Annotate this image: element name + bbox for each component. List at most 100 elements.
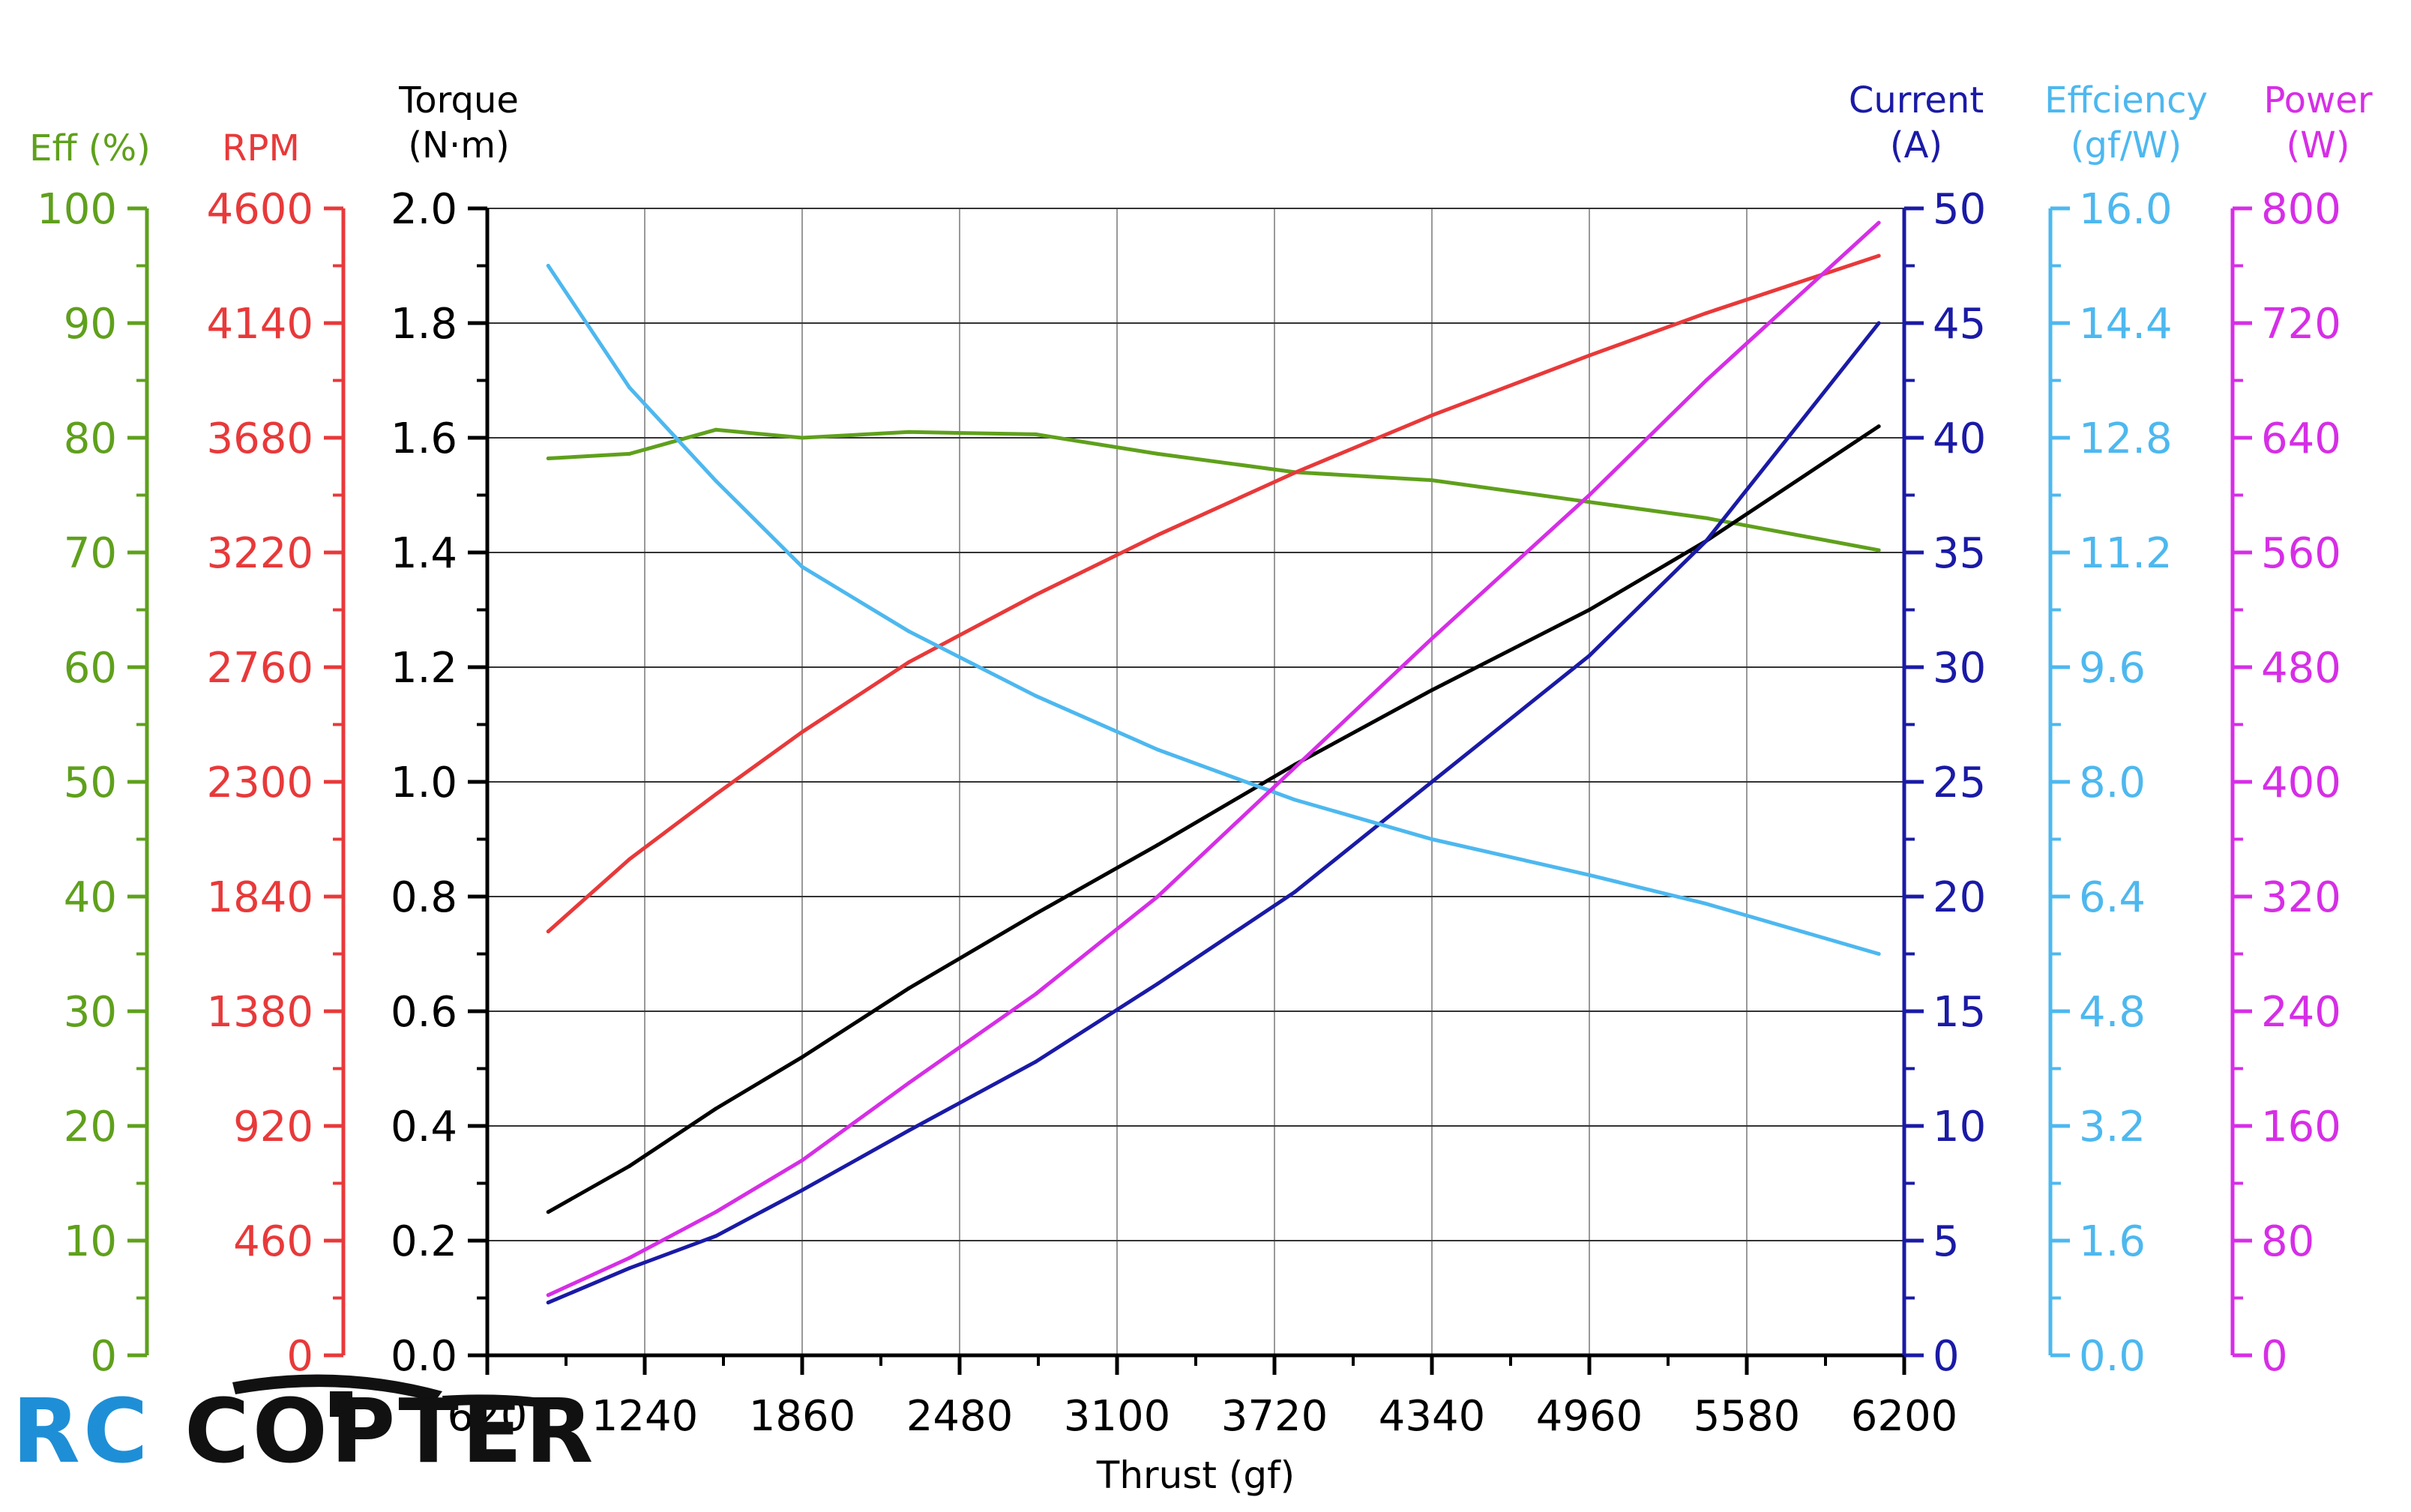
power-data-point [1876,220,1881,225]
eff-tick-label: 10 [64,1217,117,1266]
x-tick-label: 3720 [1221,1392,1328,1441]
power-tick-label: 720 [2261,300,2341,349]
effcy-axis-title: Effciency [2044,79,2208,121]
torque-tick-label: 1.8 [391,300,457,349]
x-axis-label: Thrust (gf) [1096,1454,1295,1497]
rpm-tick-label: 3220 [206,529,313,578]
power-data-point [1704,379,1709,382]
rpm-tick-label: 460 [233,1217,313,1266]
torque-data-point [714,1106,718,1111]
current-series-line [546,321,1881,1305]
effcy-tick-label: 11.2 [2079,529,2173,578]
rpm-data-point [627,857,632,861]
power-data-point [1430,636,1434,641]
torque-tick-label: 2.0 [391,185,457,234]
torque-tick-label: 0.0 [391,1332,457,1381]
current-tick-label: 0 [1933,1332,1960,1381]
power-tick-label: 240 [2261,988,2341,1037]
effcy-data-point [800,564,804,569]
eff-tick-label: 100 [37,185,117,234]
eff-data-point [1587,500,1592,504]
eff-tick-label: 70 [64,529,117,578]
effcy-tick-label: 0.0 [2079,1332,2146,1381]
x-tick-label: 4340 [1379,1392,1486,1441]
eff-data-point [546,457,550,461]
rpm-data-point [1292,471,1297,475]
effcy-tick-label: 1.6 [2079,1217,2146,1266]
torque-data-point [1587,608,1592,612]
rpm-tick-label: 4140 [206,300,313,349]
effcy-tick-label: 3.2 [2079,1103,2146,1151]
power-data-point [1292,765,1297,770]
current-data-point [1587,654,1592,658]
power-data-point [1587,493,1592,497]
power-axis-title: Power [2263,79,2372,121]
eff-axis-title: Eff (%) [29,127,151,169]
eff-tick-label: 90 [64,300,117,349]
torque-data-point [1155,843,1160,847]
current-tick-label: 40 [1933,415,1986,463]
eff-tick-label: 80 [64,415,117,463]
torque-tick-label: 1.0 [391,759,457,807]
current-data-point [1155,981,1160,986]
torque-data-point [546,1210,550,1214]
power-data-point [800,1158,804,1163]
effcy-tick-label: 14.4 [2079,300,2173,349]
effcy-tick-label: 4.8 [2079,988,2146,1037]
torque-tick-label: 1.4 [391,529,457,578]
rpm-tick-label: 2300 [206,759,313,807]
rpm-data-point [1155,533,1160,537]
power-data-point [906,1081,911,1085]
effcy-data-point [1876,952,1881,956]
torque-data-point [1430,688,1434,693]
torque-data-point [1034,912,1038,916]
x-tick-label: 1860 [749,1392,856,1441]
helicopter-rotor-icon [232,1374,570,1417]
effcy-tick-label: 8.0 [2079,759,2146,807]
rpm-tick-label: 1380 [206,988,313,1037]
power-data-point [1034,992,1038,996]
torque-tick-label: 1.6 [391,415,457,463]
power-tick-label: 0 [2261,1332,2288,1381]
effcy-tick-label: 16.0 [2079,185,2173,234]
rpm-tick-label: 4600 [206,185,313,234]
rpm-tick-label: 3680 [206,415,313,463]
power-tick-label: 160 [2261,1103,2341,1151]
rpm-data-point [714,792,718,797]
current-data-point [1876,321,1881,325]
eff-data-point [906,430,911,434]
eff-data-point [1034,432,1038,436]
current-tick-label: 10 [1933,1103,1986,1151]
x-tick-label: 6200 [1851,1392,1958,1441]
power-tick-label: 480 [2261,644,2341,693]
current-data-point [1034,1059,1038,1064]
power-tick-label: 560 [2261,529,2341,578]
current-data-point [546,1301,550,1305]
current-data-point [1704,539,1709,543]
current-tick-label: 5 [1933,1217,1960,1266]
rc-copter-logo: RC COPTER [0,1372,615,1512]
effcy-tick-label: 9.6 [2079,644,2146,693]
rpm-data-point [546,930,550,934]
current-tick-label: 15 [1933,988,1986,1037]
current-tick-label: 45 [1933,300,1986,349]
effcy-tick-label: 12.8 [2079,415,2173,463]
rpm-tick-label: 1840 [206,873,313,922]
eff-data-point [1876,548,1881,552]
power-tick-label: 400 [2261,759,2341,807]
effcy-data-point [1034,693,1038,698]
power-axis-title: (W) [2287,124,2350,166]
current-tick-label: 50 [1933,185,1986,234]
x-tick-label: 2480 [906,1392,1014,1441]
effcy-tick-label: 6.4 [2079,873,2146,922]
current-data-point [800,1188,804,1193]
torque-data-point [906,986,911,990]
torque-data-point [1876,424,1881,429]
current-data-point [1292,890,1297,894]
eff-tick-label: 0 [90,1332,117,1381]
eff-data-point [1430,478,1434,483]
rpm-data-point [1034,593,1038,597]
torque-axis-title: (N·m) [408,124,509,166]
effcy-axis-title: (gf/W) [2071,124,2182,166]
eff-data-point [1155,451,1160,456]
